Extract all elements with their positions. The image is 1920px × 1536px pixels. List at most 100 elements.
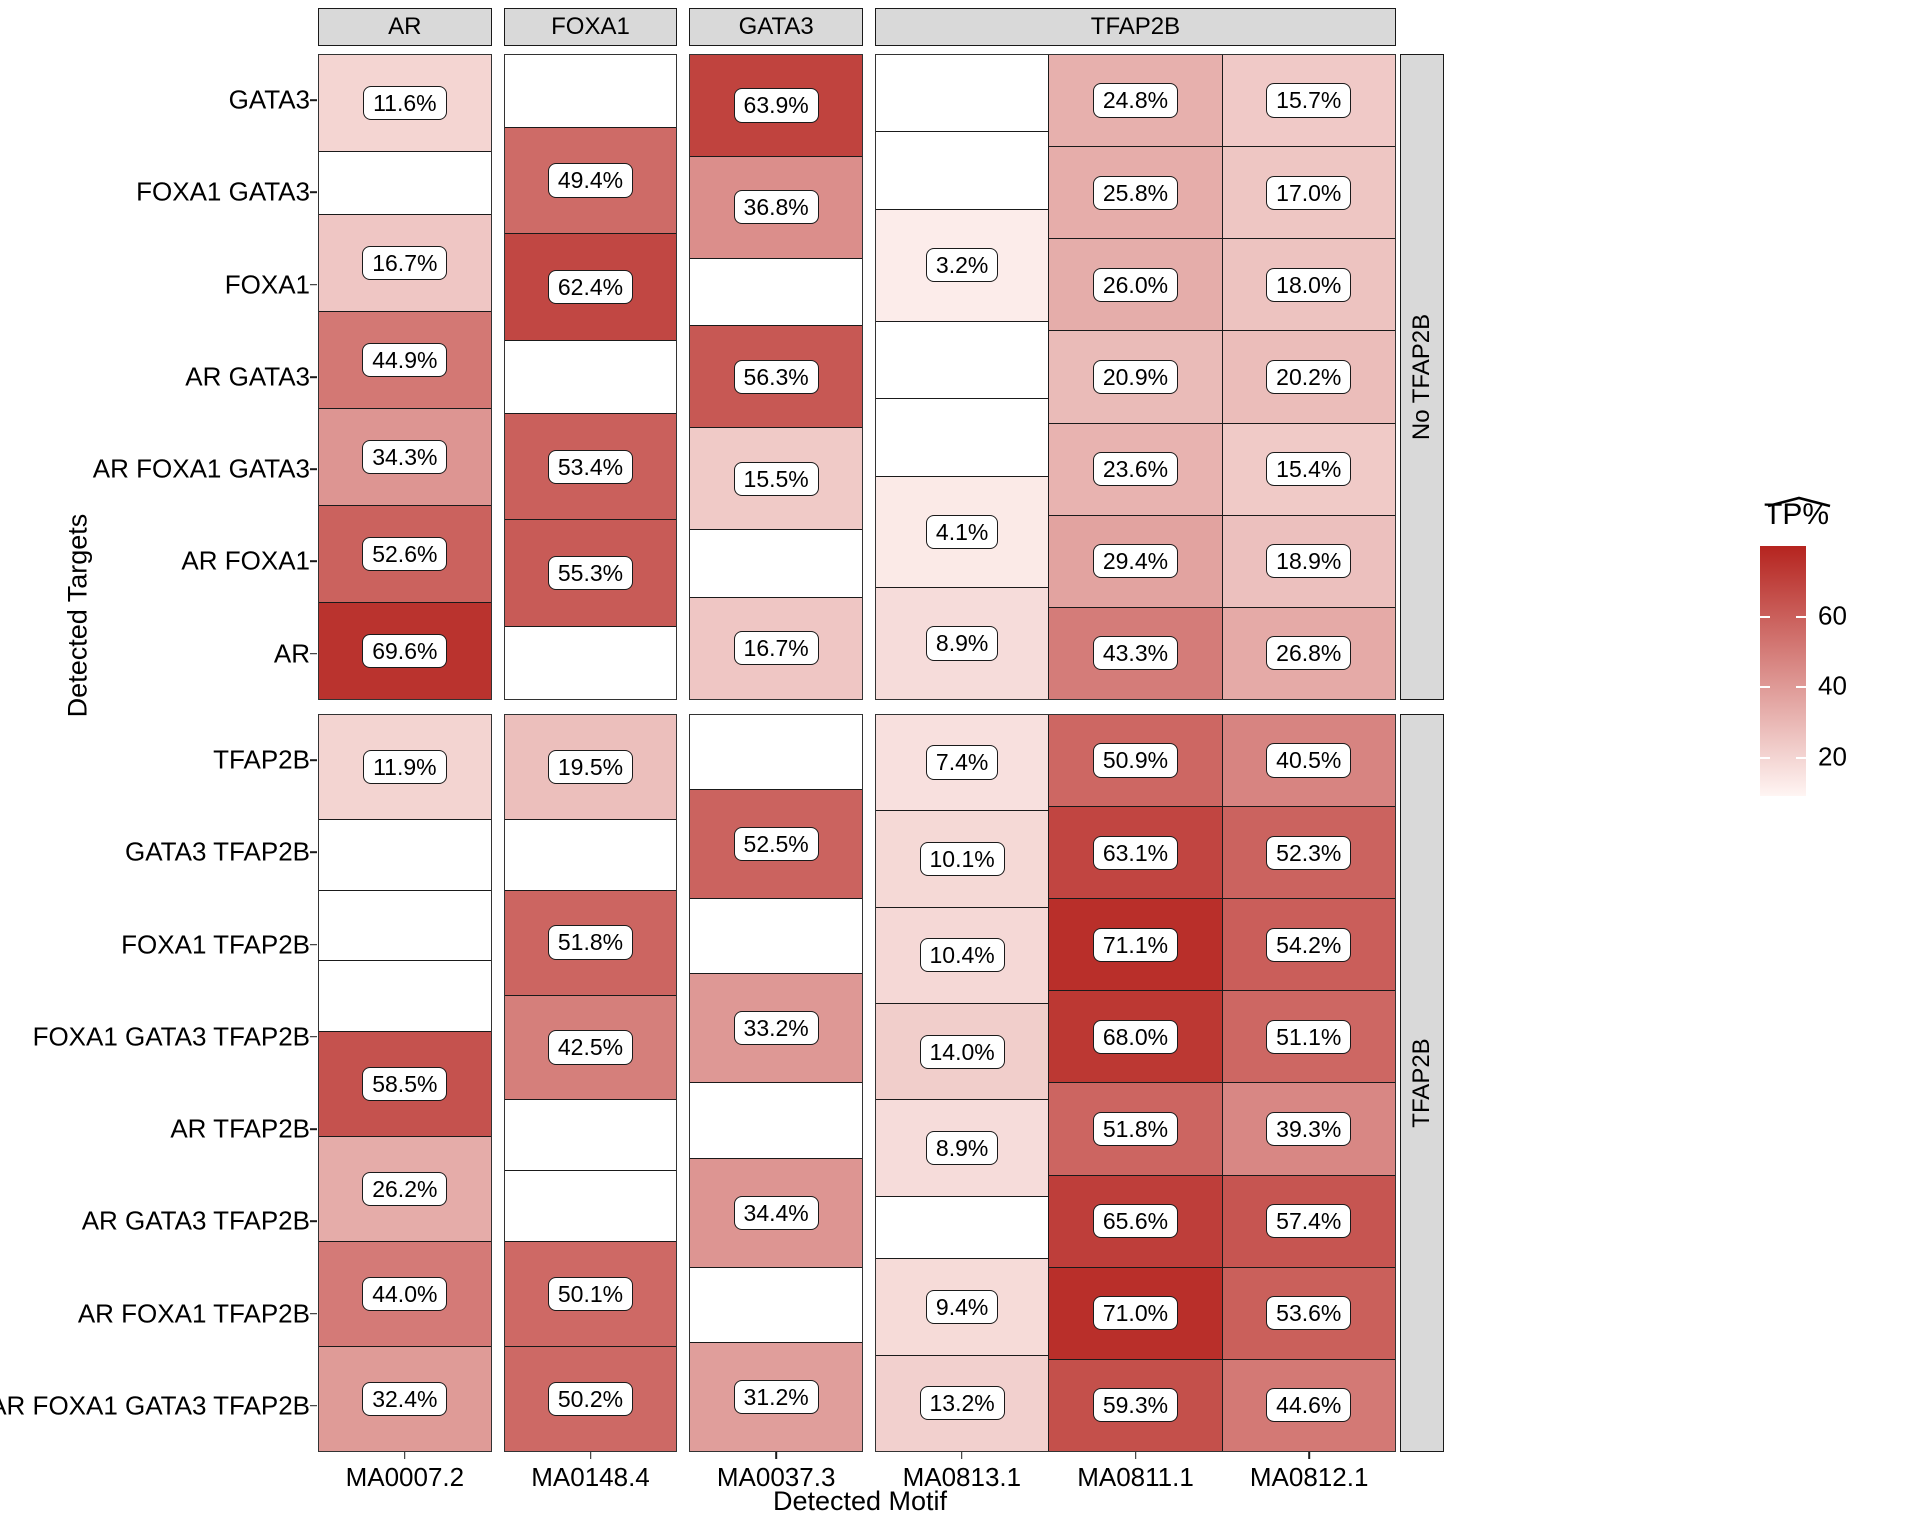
heatmap-cell[interactable]: 71.0% — [1049, 1267, 1222, 1360]
heatmap-cell[interactable] — [319, 819, 491, 891]
heatmap-cell[interactable]: 26.2% — [319, 1137, 491, 1243]
heatmap-cell[interactable]: 10.4% — [875, 907, 1049, 1005]
heatmap-cell[interactable]: 18.0% — [1222, 239, 1395, 332]
heatmap-cell[interactable]: 57.4% — [1222, 1175, 1395, 1268]
legend-tick-label: 20 — [1818, 741, 1847, 772]
heatmap-cell[interactable]: 9.4% — [875, 1259, 1049, 1356]
heatmap-cell[interactable] — [504, 341, 677, 414]
y-tick-mark — [310, 1220, 317, 1223]
heatmap-cell[interactable] — [690, 1083, 862, 1159]
heatmap-cell[interactable]: 50.1% — [504, 1242, 677, 1347]
heatmap-cell[interactable]: 7.4% — [875, 714, 1049, 812]
heatmap-cell[interactable]: 15.5% — [690, 428, 862, 531]
heatmap-cell[interactable]: 19.5% — [504, 714, 677, 820]
heatmap-cell[interactable]: 10.1% — [875, 811, 1049, 908]
cell-value-label: 20.9% — [1092, 359, 1179, 394]
heatmap-cell[interactable]: 44.0% — [319, 1242, 491, 1347]
heatmap-cell[interactable]: 16.7% — [690, 597, 862, 699]
heatmap-cell[interactable]: 20.2% — [1222, 331, 1395, 424]
heatmap-cell[interactable]: 42.5% — [504, 995, 677, 1101]
heatmap-cell[interactable] — [504, 627, 677, 699]
heatmap-cell[interactable]: 8.9% — [875, 588, 1049, 699]
heatmap-cell[interactable]: 15.7% — [1222, 55, 1395, 148]
heatmap-cell[interactable] — [690, 258, 862, 327]
heatmap-cell[interactable]: 34.4% — [690, 1158, 862, 1268]
heatmap-cell[interactable]: 39.3% — [1222, 1083, 1395, 1176]
heatmap-cell[interactable]: 36.8% — [690, 156, 862, 259]
heatmap-cell[interactable]: 51.1% — [1222, 991, 1395, 1084]
heatmap-cell[interactable]: 63.1% — [1049, 807, 1222, 900]
y-tick-mark — [310, 1128, 317, 1130]
heatmap-cell[interactable] — [875, 321, 1049, 400]
heatmap-cell[interactable]: 52.6% — [319, 505, 491, 603]
heatmap-cell[interactable] — [875, 132, 1049, 210]
heatmap-cell[interactable]: 52.5% — [690, 789, 862, 900]
heatmap-cell[interactable]: 50.2% — [504, 1347, 677, 1451]
heatmap-cell[interactable] — [875, 55, 1049, 133]
heatmap-cell[interactable]: 26.8% — [1222, 607, 1395, 699]
heatmap-cell[interactable]: 69.6% — [319, 602, 491, 699]
cell-value-label: 18.0% — [1266, 267, 1352, 302]
heatmap-cell[interactable]: 34.3% — [319, 408, 491, 506]
cell-value-label: 11.9% — [363, 749, 447, 784]
heatmap-cell[interactable]: 54.2% — [1222, 899, 1395, 992]
heatmap-cell[interactable] — [690, 899, 862, 975]
heatmap-cell[interactable]: 23.6% — [1049, 423, 1222, 516]
heatmap-cell[interactable]: 63.9% — [690, 55, 862, 157]
heatmap-cell[interactable]: 8.9% — [875, 1100, 1049, 1197]
heatmap-cell[interactable]: 29.4% — [1049, 515, 1222, 608]
heatmap-cell[interactable] — [690, 530, 862, 598]
heatmap-cell[interactable]: 51.8% — [504, 890, 677, 996]
heatmap-cell[interactable]: 62.4% — [504, 234, 677, 342]
heatmap-cell[interactable]: 59.3% — [1049, 1359, 1222, 1451]
cell-value-label: 53.6% — [1266, 1296, 1352, 1331]
heatmap-cell[interactable]: 20.9% — [1049, 331, 1222, 424]
heatmap-cell[interactable]: 16.7% — [319, 214, 491, 312]
heatmap-cell[interactable]: 4.1% — [875, 476, 1049, 589]
heatmap-cell[interactable]: 68.0% — [1049, 991, 1222, 1084]
heatmap-cell[interactable]: 65.6% — [1049, 1175, 1222, 1268]
heatmap-cell[interactable]: 56.3% — [690, 326, 862, 429]
heatmap-cell[interactable]: 44.9% — [319, 311, 491, 409]
heatmap-cell[interactable]: 53.4% — [504, 413, 677, 521]
heatmap-cell[interactable]: 11.6% — [319, 55, 491, 152]
heatmap-cell[interactable]: 53.6% — [1222, 1267, 1395, 1360]
heatmap-cell[interactable]: 24.8% — [1049, 55, 1222, 148]
heatmap-cell[interactable]: 3.2% — [875, 209, 1049, 322]
heatmap-cell[interactable]: 13.2% — [875, 1355, 1049, 1451]
heatmap-cell[interactable]: 11.9% — [319, 714, 491, 820]
heatmap-cell[interactable] — [319, 890, 491, 962]
heatmap-cell[interactable]: 18.9% — [1222, 515, 1395, 608]
legend-bar-wrap: 60 40 20 — [1760, 546, 1910, 796]
heatmap-cell[interactable]: 17.0% — [1222, 147, 1395, 240]
heatmap-cell[interactable]: 33.2% — [690, 974, 862, 1084]
heatmap-cell[interactable]: 43.3% — [1049, 607, 1222, 699]
heatmap-cell[interactable] — [690, 714, 862, 790]
heatmap-cell[interactable]: 55.3% — [504, 520, 677, 628]
heatmap-cell[interactable]: 14.0% — [875, 1004, 1049, 1101]
heatmap-cell[interactable] — [319, 152, 491, 215]
heatmap-cell[interactable]: 40.5% — [1222, 714, 1395, 807]
heatmap-cell[interactable]: 26.0% — [1049, 239, 1222, 332]
heatmap-cell[interactable] — [875, 1196, 1049, 1260]
heatmap-cell[interactable]: 58.5% — [319, 1032, 491, 1138]
x-tick-label: MA0007.2 — [345, 1462, 465, 1492]
heatmap-cell[interactable] — [875, 399, 1049, 477]
heatmap-cell[interactable] — [690, 1267, 862, 1343]
heatmap-cell[interactable]: 50.9% — [1049, 714, 1222, 807]
heatmap-cell[interactable] — [504, 55, 677, 128]
heatmap-cell[interactable]: 31.2% — [690, 1342, 862, 1452]
heatmap-cell[interactable]: 44.6% — [1222, 1359, 1395, 1451]
heatmap-cell[interactable]: 71.1% — [1049, 899, 1222, 992]
heatmap-cell[interactable]: 15.4% — [1222, 423, 1395, 516]
heatmap-cell[interactable]: 51.8% — [1049, 1083, 1222, 1176]
heatmap-cell[interactable]: 32.4% — [319, 1347, 491, 1451]
heatmap-cell[interactable] — [319, 961, 491, 1033]
heatmap-cell[interactable]: 49.4% — [504, 127, 677, 235]
heatmap-cell[interactable] — [504, 1171, 677, 1243]
heatmap-cell[interactable] — [504, 819, 677, 891]
heatmap-cell[interactable] — [504, 1100, 677, 1172]
panel-block-0: 11.6% 16.7% 44.9% 34.3% 52.6% 69.6% 49.4% 62.4%… — [318, 54, 1396, 700]
heatmap-cell[interactable]: 52.3% — [1222, 807, 1395, 900]
heatmap-cell[interactable]: 25.8% — [1049, 147, 1222, 240]
